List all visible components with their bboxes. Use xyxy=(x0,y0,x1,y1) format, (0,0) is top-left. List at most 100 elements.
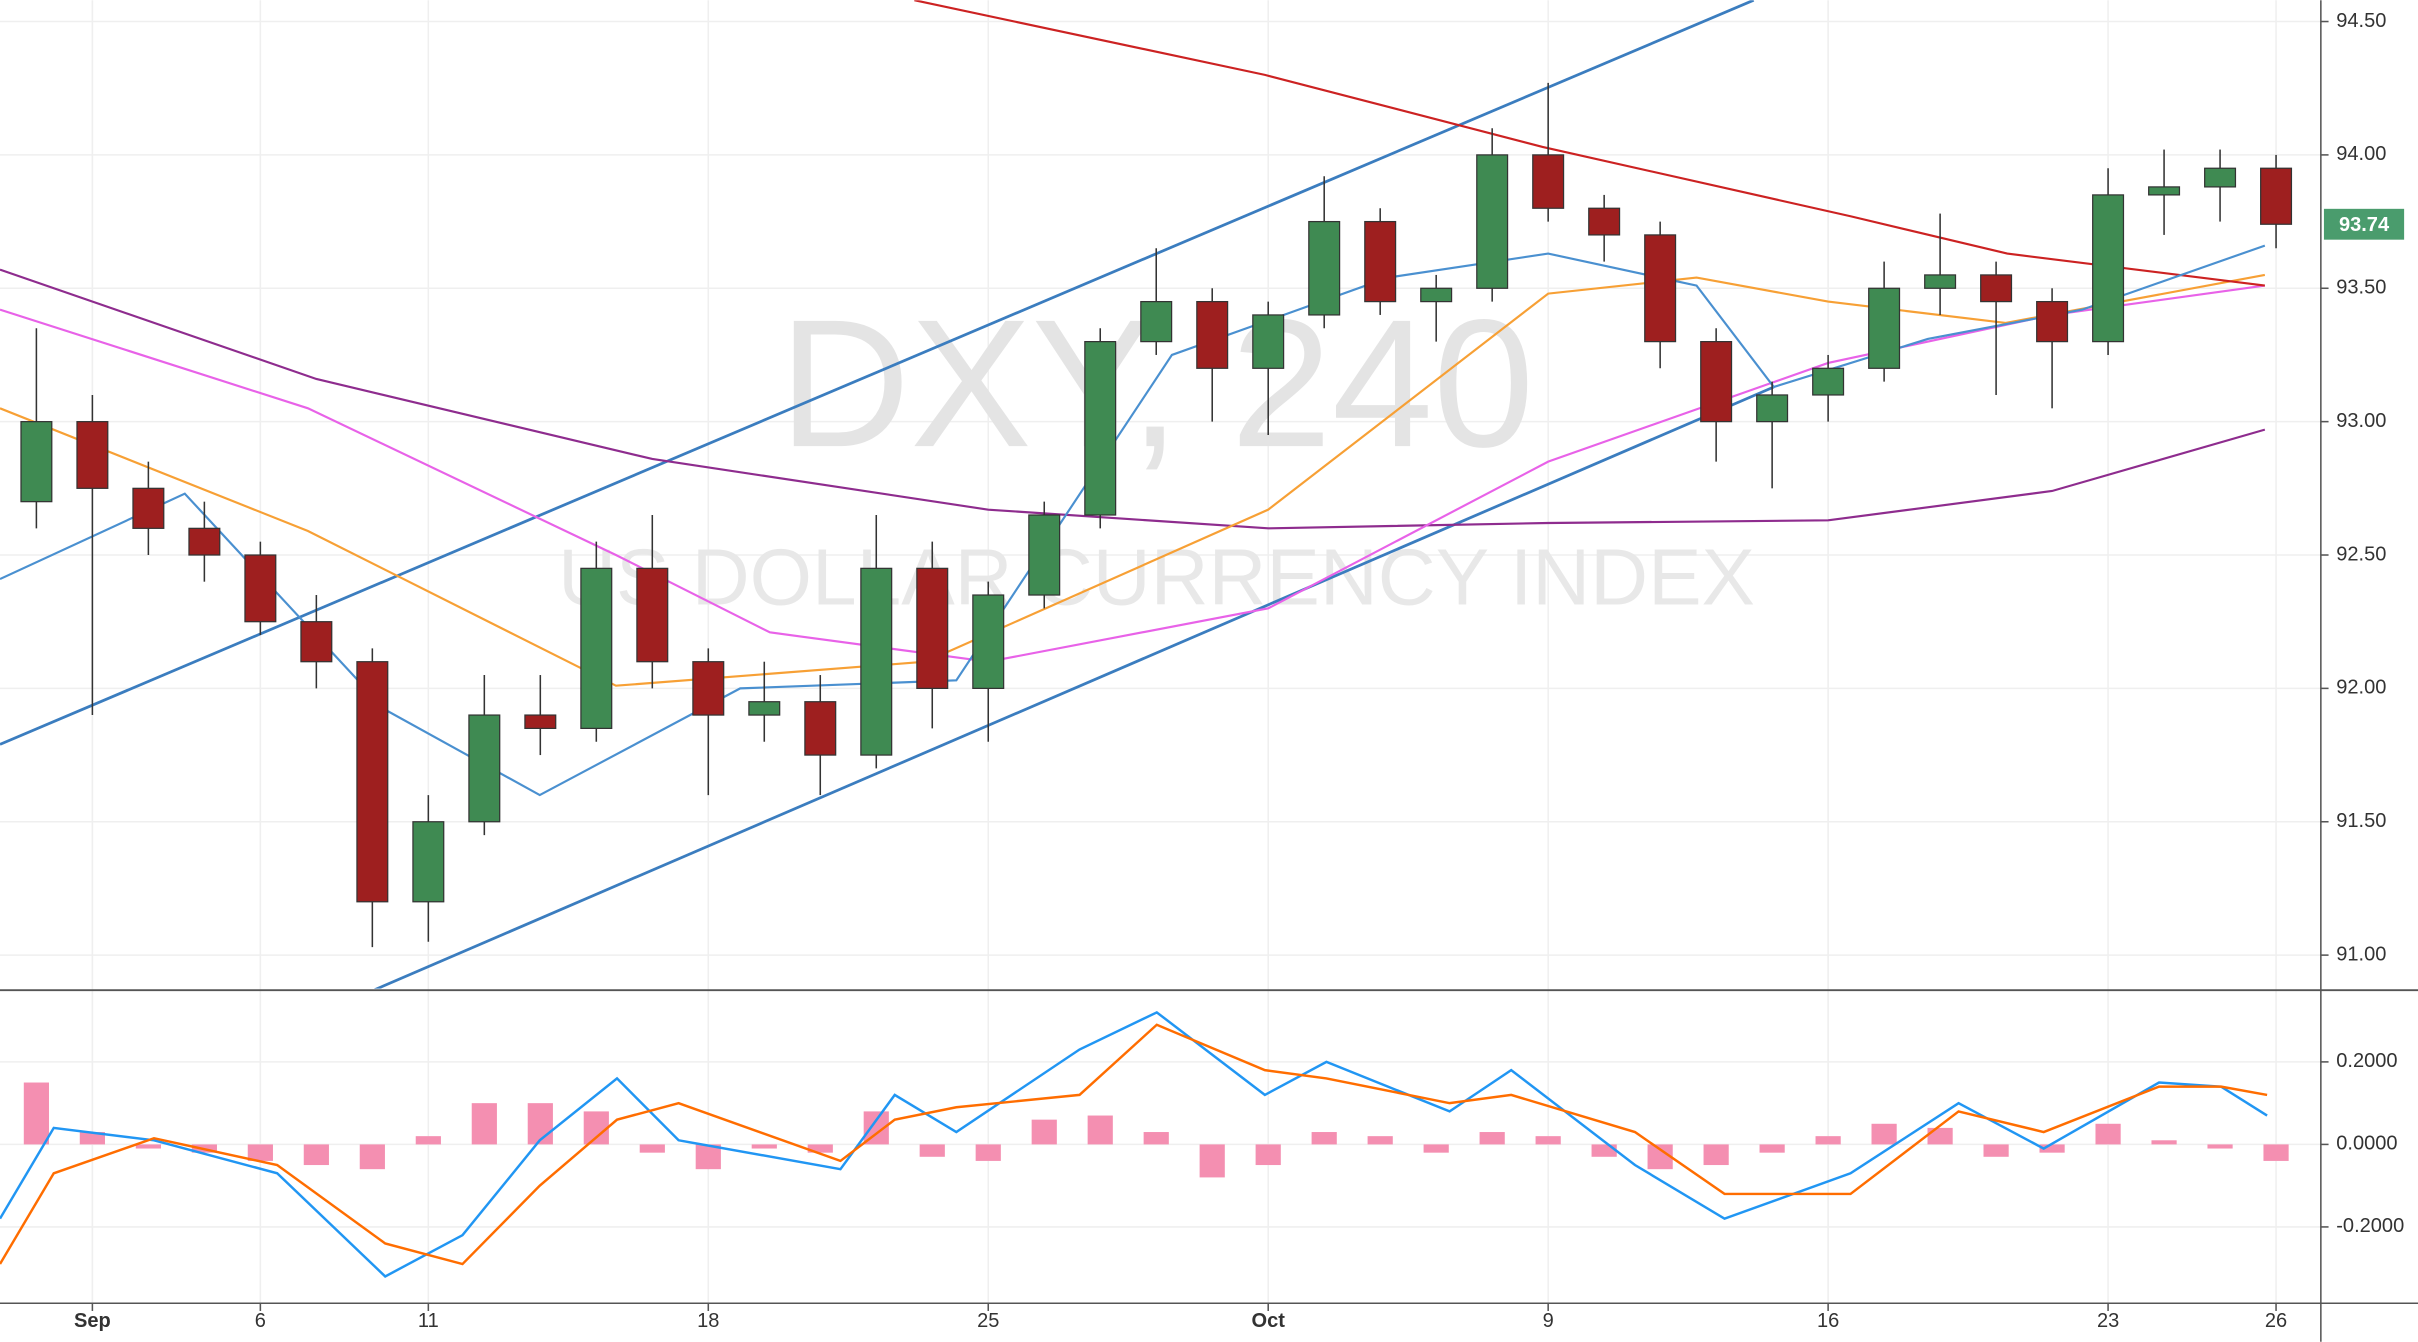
y-tick-label: 94.00 xyxy=(2336,143,2386,165)
histogram-bar xyxy=(1871,1123,1897,1145)
candle-body xyxy=(468,714,501,823)
x-tick-label: 6 xyxy=(255,1310,266,1332)
histogram-bar xyxy=(1815,1136,1841,1145)
candle-body xyxy=(2260,167,2293,225)
candle-body xyxy=(20,421,53,503)
candle-body xyxy=(1700,341,1733,423)
histogram-bar xyxy=(23,1082,49,1145)
candle-body xyxy=(1084,341,1117,516)
histogram-bar xyxy=(1367,1136,1393,1145)
candle-body xyxy=(692,661,725,716)
histogram-bar xyxy=(919,1144,945,1157)
histogram-bar xyxy=(1591,1144,1617,1157)
x-tick-label: Oct xyxy=(1252,1310,1286,1332)
candle-body xyxy=(1980,274,2013,303)
y-tick-label: 91.50 xyxy=(2336,810,2386,832)
candle-body xyxy=(1196,300,1229,369)
price-pane xyxy=(0,0,2293,989)
candle-body xyxy=(2204,167,2237,188)
watermark-subtitle: US DOLLAR CURRENCY INDEX xyxy=(558,531,1755,621)
histogram-bar xyxy=(751,1144,777,1149)
histogram-bar xyxy=(2151,1140,2177,1145)
candle-body xyxy=(580,567,613,730)
histogram-bar xyxy=(1703,1144,1729,1166)
candle-body xyxy=(2148,186,2181,196)
histogram-bar xyxy=(2263,1144,2289,1161)
x-tick-label: Sep xyxy=(74,1310,111,1332)
trend-line xyxy=(374,385,1775,989)
candle-body xyxy=(1924,274,1957,289)
candle-body xyxy=(1364,220,1397,303)
histogram-bar xyxy=(415,1136,441,1145)
candle-body xyxy=(804,701,837,756)
y-tick-label: 91.00 xyxy=(2336,943,2386,965)
candle-body xyxy=(1644,234,1677,343)
candle-body xyxy=(1756,394,1789,423)
x-tick-label: 26 xyxy=(2265,1310,2287,1332)
x-tick-label: 11 xyxy=(418,1310,439,1332)
candle-body xyxy=(1476,154,1509,289)
macd-line xyxy=(0,1023,2268,1266)
histogram-bar xyxy=(247,1144,273,1161)
histogram-bar xyxy=(1759,1144,1785,1153)
candle-body xyxy=(748,701,781,716)
candle-body xyxy=(412,821,445,903)
histogram-bar xyxy=(1143,1132,1169,1145)
histogram-bar xyxy=(1031,1119,1057,1145)
histogram-bar xyxy=(303,1144,329,1166)
trend-line xyxy=(0,0,1755,746)
candle-body xyxy=(1140,300,1173,343)
y-tick-label: 92.00 xyxy=(2336,677,2386,699)
y-tick-label: 93.50 xyxy=(2336,277,2386,299)
candle-body xyxy=(524,714,557,730)
last-price-label: 93.74 xyxy=(2339,214,2390,236)
candle-body xyxy=(1868,287,1901,369)
histogram-bar xyxy=(1311,1132,1337,1145)
candle-body xyxy=(860,567,893,756)
y-tick-label: 0.0000 xyxy=(2336,1133,2397,1155)
x-tick-label: 18 xyxy=(697,1310,719,1332)
candle-body xyxy=(916,567,949,689)
histogram-bar xyxy=(583,1111,609,1145)
candle-body xyxy=(300,621,333,663)
histogram-bar xyxy=(1535,1136,1561,1145)
last-price-tag xyxy=(2323,208,2405,240)
candle-body xyxy=(76,421,109,489)
y-tick-label: 93.00 xyxy=(2336,410,2386,432)
histogram-bar xyxy=(2039,1144,2065,1153)
histogram-bar xyxy=(1423,1144,1449,1153)
histogram-bar xyxy=(2207,1144,2233,1149)
candle-body xyxy=(1812,367,1845,396)
candle-body xyxy=(1308,220,1341,316)
histogram-bar xyxy=(1255,1144,1281,1166)
candle-body xyxy=(2092,194,2125,343)
histogram-bar xyxy=(2095,1123,2121,1145)
x-tick-label: 16 xyxy=(1817,1310,1839,1332)
candle-body xyxy=(1532,154,1565,209)
histogram-bar xyxy=(527,1103,553,1145)
histogram-bar xyxy=(135,1144,161,1149)
moving-average xyxy=(0,273,2266,687)
histogram-bar xyxy=(1983,1144,2009,1157)
candle-body xyxy=(188,527,221,556)
y-tick-label: 0.2000 xyxy=(2336,1050,2397,1072)
histogram-bar xyxy=(1927,1127,1953,1145)
macd-line xyxy=(0,1010,2268,1278)
moving-average xyxy=(0,284,2266,663)
macd-pane xyxy=(0,1010,2289,1278)
y-tick-label: -0.2000 xyxy=(2336,1215,2404,1237)
histogram-bar xyxy=(471,1103,497,1145)
candle-body xyxy=(244,554,277,623)
candle-body xyxy=(972,594,1005,689)
moving-average xyxy=(914,0,2265,287)
histogram-bar xyxy=(1199,1144,1225,1178)
candle-body xyxy=(2036,300,2069,343)
x-tick-label: 23 xyxy=(2097,1310,2119,1332)
candle-body xyxy=(1252,314,1285,369)
x-tick-label: 9 xyxy=(1543,1310,1554,1332)
y-tick-label: 92.50 xyxy=(2336,543,2386,565)
